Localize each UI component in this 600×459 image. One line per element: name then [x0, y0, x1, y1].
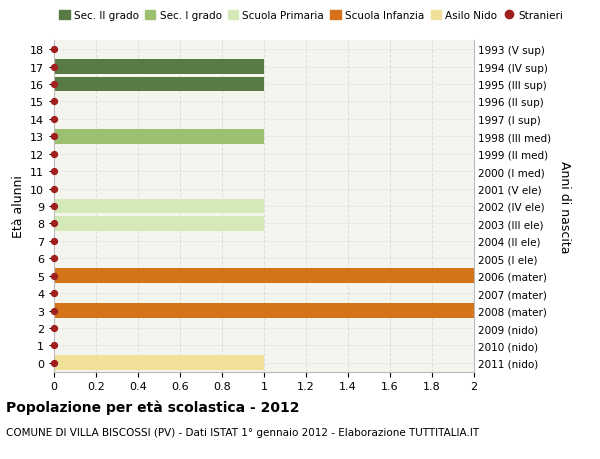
Bar [54, 269, 474, 284]
Point [49, 203, 59, 210]
Point [49, 168, 59, 175]
Point [49, 99, 59, 106]
Point [49, 290, 59, 297]
Point [49, 273, 59, 280]
Point [49, 238, 59, 245]
Text: COMUNE DI VILLA BISCOSSI (PV) - Dati ISTAT 1° gennaio 2012 - Elaborazione TUTTIT: COMUNE DI VILLA BISCOSSI (PV) - Dati IST… [6, 427, 479, 437]
Point [49, 133, 59, 140]
Point [49, 342, 59, 349]
Point [49, 151, 59, 158]
Point [49, 220, 59, 228]
Y-axis label: Anni di nascita: Anni di nascita [558, 160, 571, 253]
Point [49, 64, 59, 71]
Point [49, 359, 59, 367]
Point [49, 116, 59, 123]
Bar [54, 217, 264, 231]
Point [49, 255, 59, 263]
Text: Popolazione per età scolastica - 2012: Popolazione per età scolastica - 2012 [6, 399, 299, 414]
Y-axis label: Età alunni: Età alunni [11, 175, 25, 238]
Point [49, 325, 59, 332]
Bar [54, 129, 264, 145]
Bar [54, 78, 264, 92]
Point [49, 81, 59, 89]
Bar [54, 199, 264, 214]
Bar [54, 303, 474, 318]
Legend: Sec. II grado, Sec. I grado, Scuola Primaria, Scuola Infanzia, Asilo Nido, Stran: Sec. II grado, Sec. I grado, Scuola Prim… [55, 7, 567, 25]
Point [49, 46, 59, 54]
Bar [54, 356, 264, 370]
Point [49, 185, 59, 193]
Point [49, 307, 59, 314]
Bar [54, 60, 264, 75]
